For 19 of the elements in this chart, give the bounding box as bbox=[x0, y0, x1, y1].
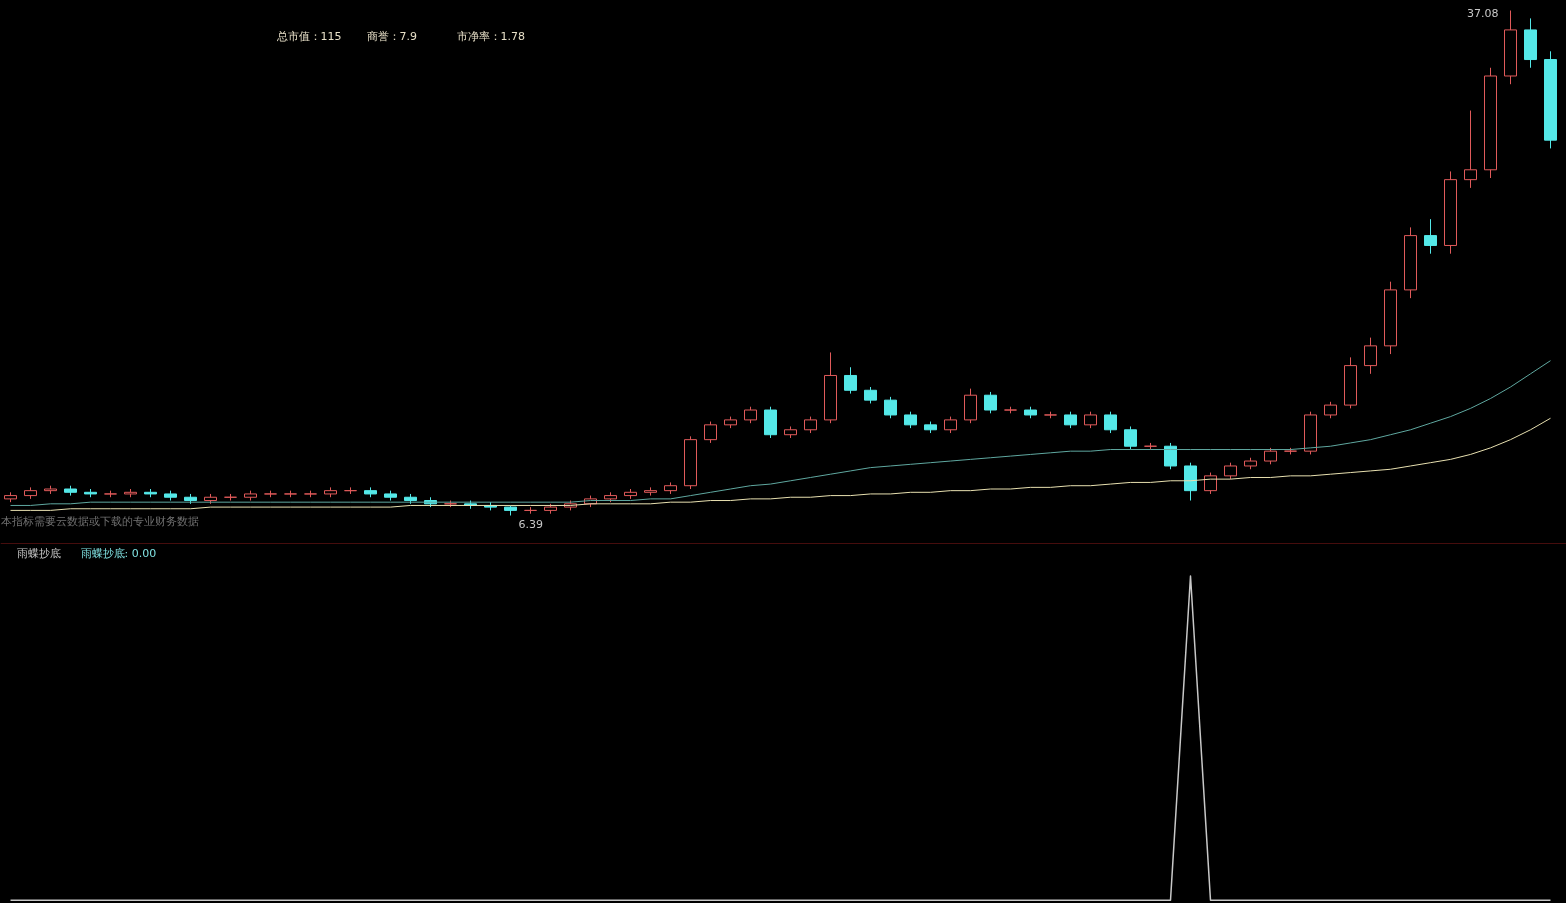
annotation: 市净率：1.78 bbox=[456, 29, 525, 43]
candlestick bbox=[844, 366, 857, 395]
candlestick bbox=[1124, 425, 1137, 451]
candlestick bbox=[1104, 411, 1117, 434]
candlestick bbox=[1204, 472, 1217, 495]
text: 6.39 bbox=[518, 517, 543, 531]
candlestick bbox=[1424, 218, 1437, 255]
candlestick bbox=[1364, 337, 1377, 375]
candlestick bbox=[884, 396, 897, 419]
candlestick bbox=[1464, 110, 1477, 189]
text: 雨蝶抄底: 0.00 bbox=[80, 546, 157, 560]
chart-title: 雨蝶抄底 bbox=[16, 546, 61, 560]
candlestick bbox=[1164, 442, 1177, 470]
annotation: 总市值：115 bbox=[275, 29, 342, 43]
candlestick bbox=[704, 421, 717, 444]
annotation: 37.08 bbox=[1467, 6, 1499, 20]
annotation: 商誉：7.9 bbox=[366, 29, 417, 43]
annotation: 本指标需要云数据或下载的专业财务数据 bbox=[0, 514, 199, 528]
candlestick bbox=[984, 391, 997, 414]
